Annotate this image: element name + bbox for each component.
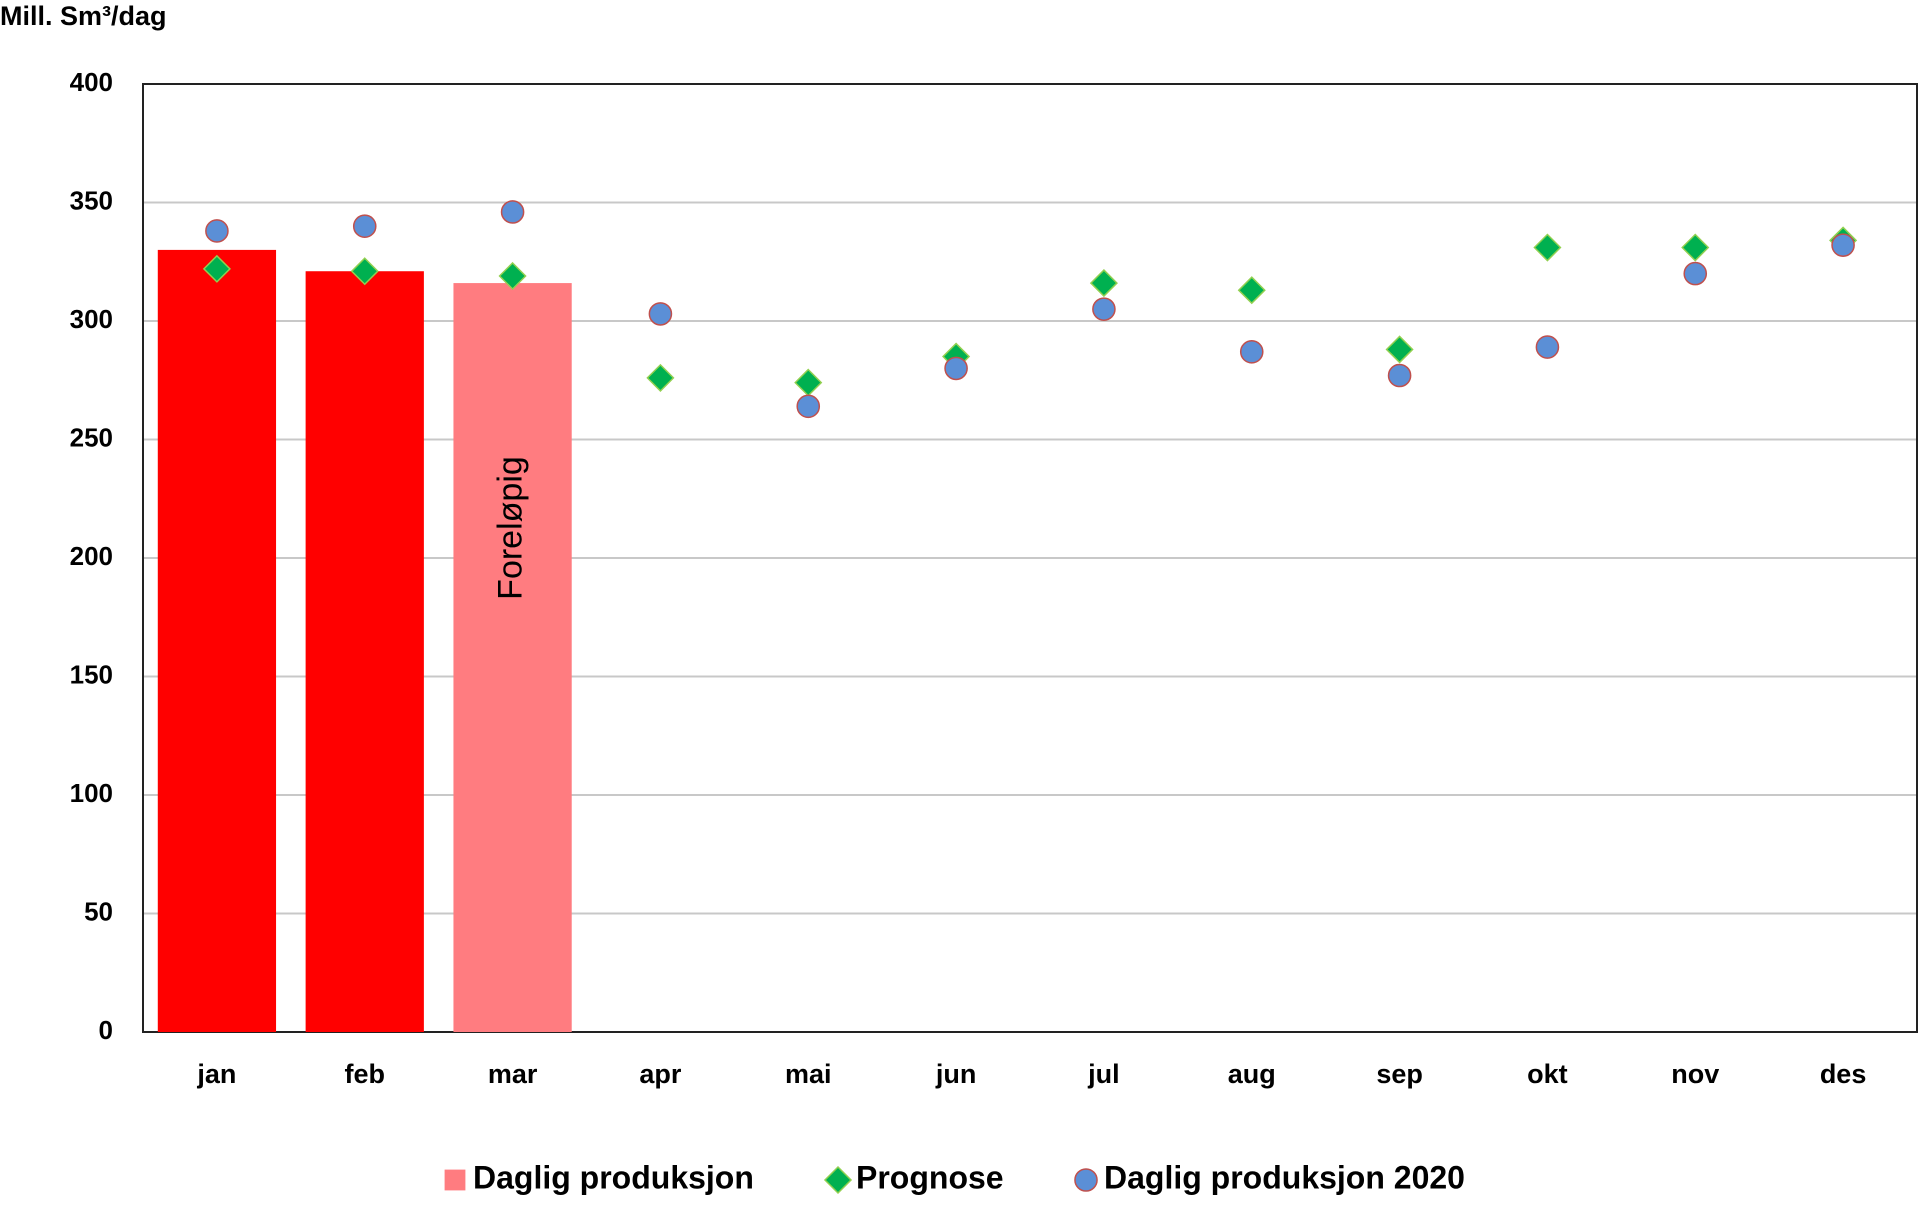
marker bbox=[1681, 233, 1710, 262]
annotation: Foreløpig bbox=[492, 456, 530, 600]
x-tick-label: jun bbox=[935, 1059, 977, 1089]
legend-marker bbox=[444, 1169, 466, 1191]
y-tick-label: 0 bbox=[99, 1015, 113, 1045]
marker bbox=[1089, 269, 1118, 298]
marker bbox=[1385, 335, 1414, 364]
marker bbox=[1535, 335, 1560, 359]
y-tick-label: 250 bbox=[70, 422, 113, 452]
x-tick-label: jan bbox=[196, 1059, 236, 1089]
x-tick-label: aug bbox=[1228, 1059, 1276, 1089]
bar bbox=[157, 249, 277, 1032]
marker bbox=[350, 257, 379, 286]
marker bbox=[1239, 340, 1264, 364]
legend-marker bbox=[1074, 1168, 1098, 1192]
y-tick-label: 300 bbox=[70, 304, 113, 334]
marker bbox=[794, 368, 823, 397]
y-tick-label: 150 bbox=[70, 659, 113, 689]
plot-frame bbox=[142, 83, 1918, 1033]
x-tick-label: sep bbox=[1376, 1059, 1423, 1089]
marker bbox=[352, 214, 377, 238]
marker bbox=[202, 254, 231, 283]
x-tick-label: okt bbox=[1527, 1059, 1568, 1089]
x-tick-label: mar bbox=[488, 1059, 538, 1089]
legend-label: Prognose bbox=[856, 1159, 1004, 1195]
legend-label: Daglig produksjon 2020 bbox=[1104, 1159, 1465, 1195]
marker bbox=[1831, 233, 1855, 257]
marker bbox=[1092, 297, 1116, 321]
marker bbox=[205, 219, 229, 243]
y-axis-label: Mill. Sm³/dag bbox=[0, 1, 167, 31]
marker bbox=[1237, 276, 1266, 305]
y-tick-label: 200 bbox=[70, 541, 113, 571]
y-tick-label: 350 bbox=[70, 185, 113, 215]
bar bbox=[305, 271, 424, 1033]
bar bbox=[453, 283, 572, 1033]
x-tick-label: jul bbox=[1087, 1059, 1120, 1089]
legend-label: Daglig produksjon bbox=[473, 1159, 754, 1195]
marker bbox=[498, 261, 527, 291]
marker bbox=[646, 363, 675, 392]
y-tick-label: 50 bbox=[84, 896, 113, 926]
marker bbox=[1387, 363, 1412, 388]
marker bbox=[944, 356, 968, 381]
legend-marker bbox=[823, 1165, 853, 1195]
x-tick-label: feb bbox=[345, 1059, 386, 1089]
marker bbox=[1683, 261, 1708, 286]
y-tick-label: 400 bbox=[70, 67, 113, 97]
marker bbox=[648, 302, 673, 326]
x-tick-label: nov bbox=[1671, 1059, 1719, 1089]
marker bbox=[500, 200, 525, 224]
x-tick-label: apr bbox=[639, 1059, 682, 1089]
y-tick-label: 100 bbox=[70, 778, 113, 808]
marker bbox=[1533, 233, 1562, 262]
marker bbox=[796, 394, 821, 419]
x-tick-label: des bbox=[1820, 1059, 1867, 1089]
x-tick-label: mai bbox=[785, 1059, 832, 1089]
